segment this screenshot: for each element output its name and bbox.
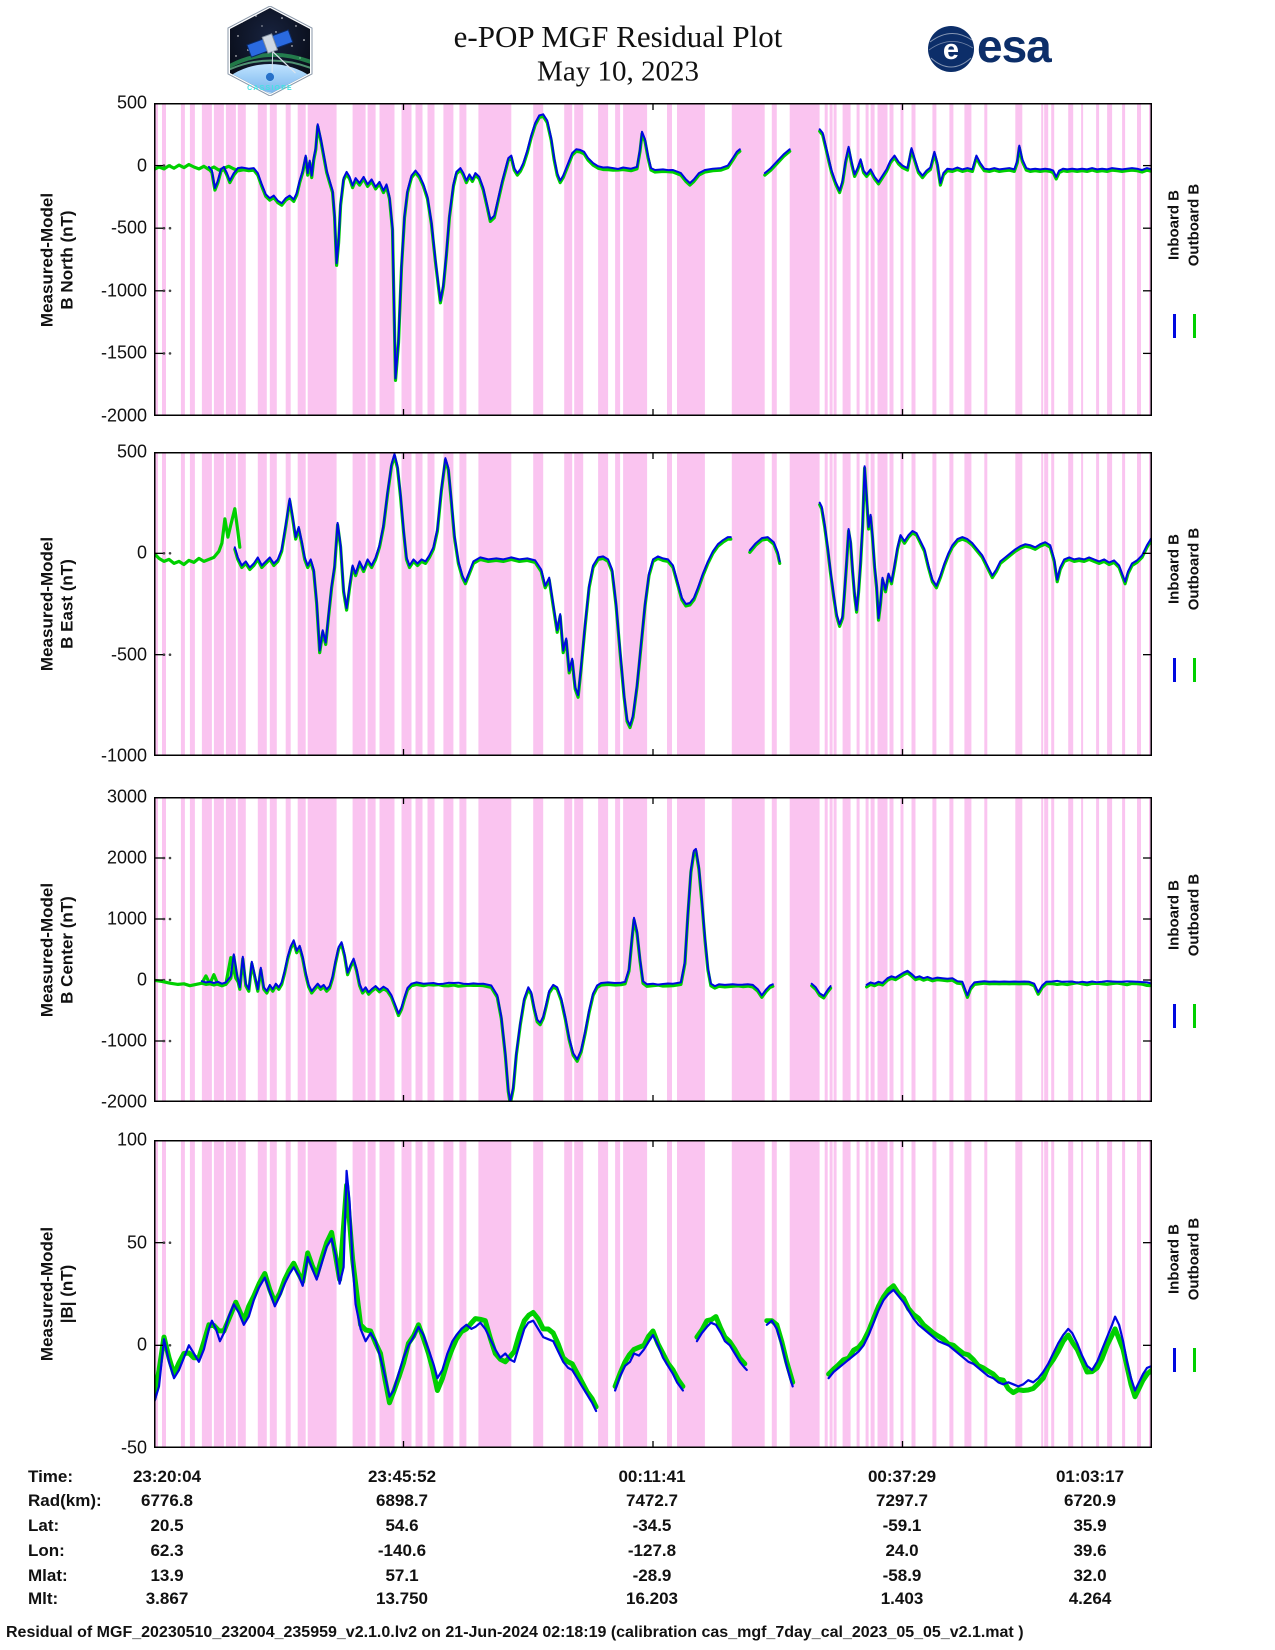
legend-inboard-line-sample	[1172, 658, 1176, 682]
legend-inboard-label: Inboard B	[1165, 189, 1183, 260]
ytick-label-b-east: -500	[110, 644, 147, 665]
table-value: 00:37:29	[867, 1467, 937, 1486]
legend-outboard-label: Outboard B	[1185, 1217, 1203, 1301]
legend-outboard-label: Outboard B	[1185, 873, 1203, 956]
table-value: 13.9	[150, 1566, 184, 1585]
table-value: 54.6	[385, 1516, 419, 1535]
ytick-label-b-center: -2000	[100, 1091, 147, 1112]
ytick-label-b-north: -500	[110, 217, 147, 238]
page-date: May 10, 2023	[537, 55, 699, 88]
table-value: 00:11:41	[618, 1467, 686, 1486]
ytick-label-b-mag: 100	[116, 1129, 147, 1150]
table-row-label: Mlat:	[28, 1566, 68, 1585]
table-value: -34.5	[632, 1516, 672, 1535]
table-row-label: Rad(km):	[28, 1491, 102, 1510]
table-value: 01:03:17	[1055, 1467, 1125, 1486]
svg-text:e: e	[943, 34, 959, 66]
ytick-label-b-center: 2000	[106, 847, 147, 868]
cassiope-caption: CASSIOPE	[247, 85, 293, 92]
ytick-label-b-center: 0	[136, 969, 147, 990]
ytick-label-b-east: 500	[116, 441, 147, 462]
table-value: 4.264	[1068, 1589, 1112, 1608]
table-value: -59.1	[882, 1516, 922, 1535]
table-value: 35.9	[1073, 1516, 1107, 1535]
legend-outboard-line-sample	[1192, 658, 1196, 682]
footer-provenance-text: Residual of MGF_20230510_232004_235959_v…	[6, 1624, 1024, 1641]
esa-wordmark: esa	[977, 20, 1052, 72]
table-value: 62.3	[150, 1541, 184, 1560]
legend-outboard-line-sample	[1192, 1348, 1196, 1372]
satellite-icon	[246, 29, 296, 74]
y-axis-label-b-mag: Measured-Model |B| (nT)	[37, 1226, 77, 1362]
ytick-label-b-north: 0	[136, 155, 147, 176]
table-value: 7297.7	[876, 1491, 928, 1510]
legend-inboard-label: Inboard B	[1165, 1224, 1183, 1294]
table-value: -140.6	[377, 1541, 427, 1560]
table-value: 32.0	[1073, 1566, 1107, 1585]
y-axis-label-b-north: Measured-Model B North (nT)	[37, 192, 77, 327]
ytick-label-b-north: 500	[116, 92, 147, 113]
table-value: 6776.8	[141, 1491, 193, 1510]
table-value: 23:45:52	[367, 1467, 437, 1486]
table-row-label: Lat:	[28, 1516, 60, 1535]
table-value: 13.750	[376, 1589, 428, 1608]
ytick-label-b-center: -1000	[100, 1030, 147, 1051]
panel-b-center-plot	[154, 797, 1152, 1102]
table-value: -127.8	[627, 1541, 677, 1560]
esa-globe-icon: e	[928, 26, 974, 72]
legend-inboard-line-sample	[1172, 1003, 1176, 1028]
y-axis-label-b-center: Measured-Model B Center (nT)	[37, 882, 77, 1017]
table-value: 3.867	[145, 1589, 189, 1608]
ytick-label-b-east: 0	[136, 542, 147, 563]
panel-b-north-plot	[154, 103, 1152, 416]
table-value: 16.203	[626, 1589, 678, 1608]
cassiope-mission-patch-logo: CASSIOPE	[227, 6, 313, 96]
table-row-label: Time:	[28, 1467, 74, 1486]
page-title: e-POP MGF Residual Plot	[453, 19, 783, 54]
table-value: 23:20:04	[132, 1467, 202, 1486]
ytick-label-b-mag: -50	[120, 1437, 147, 1458]
table-value: 6898.7	[376, 1491, 428, 1510]
table-value: 20.5	[150, 1516, 184, 1535]
ytick-label-b-center: 1000	[106, 908, 147, 929]
table-value: 39.6	[1073, 1541, 1107, 1560]
table-row-label: Lon:	[28, 1541, 65, 1560]
table-value: 1.403	[880, 1589, 924, 1608]
table-value: -28.9	[632, 1566, 672, 1585]
ytick-label-b-center: 3000	[106, 786, 147, 807]
legend-inboard-label: Inboard B	[1165, 534, 1183, 604]
legend-inboard-line-sample	[1172, 313, 1176, 338]
legend-inboard-line-sample	[1172, 1348, 1176, 1372]
legend-outboard-line-sample	[1192, 1003, 1196, 1028]
ytick-label-b-north: -1000	[100, 280, 147, 301]
ytick-label-b-north: -1500	[100, 342, 147, 363]
legend-outboard-line-sample	[1192, 313, 1196, 338]
ytick-label-b-north: -2000	[100, 405, 147, 426]
table-value: 7472.7	[626, 1491, 678, 1510]
table-value: 57.1	[385, 1566, 419, 1585]
ytick-label-b-mag: 50	[126, 1232, 147, 1253]
table-value: 24.0	[885, 1541, 919, 1560]
legend-inboard-label: Inboard B	[1165, 879, 1183, 950]
y-axis-label-b-east: Measured-Model B East (nT)	[37, 536, 77, 672]
table-value: -58.9	[882, 1566, 922, 1585]
table-value: 6720.9	[1064, 1491, 1116, 1510]
ytick-label-b-mag: 0	[136, 1334, 147, 1355]
legend-outboard-label: Outboard B	[1185, 527, 1203, 611]
table-row-label: Mlt:	[28, 1589, 59, 1608]
panel-b-east-plot	[154, 452, 1152, 756]
legend-outboard-label: Outboard B	[1185, 183, 1203, 266]
panel-b-mag-plot	[154, 1140, 1152, 1448]
ytick-label-b-east: -1000	[100, 745, 147, 766]
